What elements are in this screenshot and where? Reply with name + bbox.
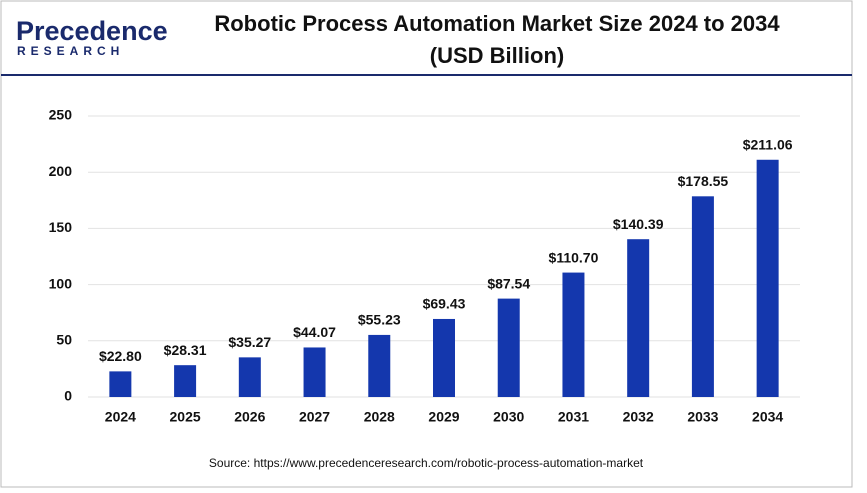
x-tick-label: 2030 <box>493 409 524 425</box>
value-label: $69.43 <box>423 296 466 312</box>
x-tick-label: 2029 <box>428 409 459 425</box>
value-label: $110.70 <box>549 249 599 265</box>
y-tick-label: 200 <box>49 163 73 179</box>
y-tick-label: 50 <box>56 332 72 348</box>
chart-title: Robotic Process Automation Market Size 2… <box>214 11 780 36</box>
x-tick-label: 2027 <box>299 409 330 425</box>
x-tick-label: 2024 <box>105 409 136 425</box>
bar <box>691 196 714 397</box>
y-tick-label: 100 <box>49 275 73 291</box>
value-label: $28.31 <box>164 342 207 358</box>
y-tick-label: 0 <box>64 388 72 404</box>
source: Source: https://www.precedenceresearch.c… <box>209 456 644 470</box>
bar <box>562 272 585 397</box>
bar <box>627 239 650 397</box>
x-tick-label: 2034 <box>752 409 783 425</box>
value-label: $178.55 <box>678 173 729 189</box>
value-label: $35.27 <box>228 334 271 350</box>
value-label: $55.23 <box>358 312 401 328</box>
bar <box>497 298 520 397</box>
value-label: $211.06 <box>743 136 793 152</box>
value-label: $140.39 <box>613 216 664 232</box>
bar <box>238 357 261 397</box>
x-tick-label: 2031 <box>558 409 589 425</box>
x-tick-label: 2025 <box>170 409 201 425</box>
y-tick-label: 250 <box>49 107 73 123</box>
chart-subtitle: (USD Billion) <box>430 43 564 68</box>
x-tick-label: 2028 <box>364 409 395 425</box>
logo-tagline: RESEARCH <box>17 44 124 58</box>
bar <box>756 159 779 397</box>
logo-name: Precedence <box>16 16 168 46</box>
bar <box>433 318 455 397</box>
value-label: $22.80 <box>99 348 142 364</box>
x-tick-label: 2032 <box>623 409 654 425</box>
value-label: $44.07 <box>293 324 336 340</box>
bar <box>109 371 132 397</box>
value-label: $87.54 <box>487 275 530 291</box>
y-tick-label: 150 <box>49 219 73 235</box>
x-tick-label: 2026 <box>234 409 265 425</box>
x-tick-label: 2033 <box>687 409 718 425</box>
bar <box>174 365 197 397</box>
bar <box>368 334 391 397</box>
bar <box>303 347 326 397</box>
